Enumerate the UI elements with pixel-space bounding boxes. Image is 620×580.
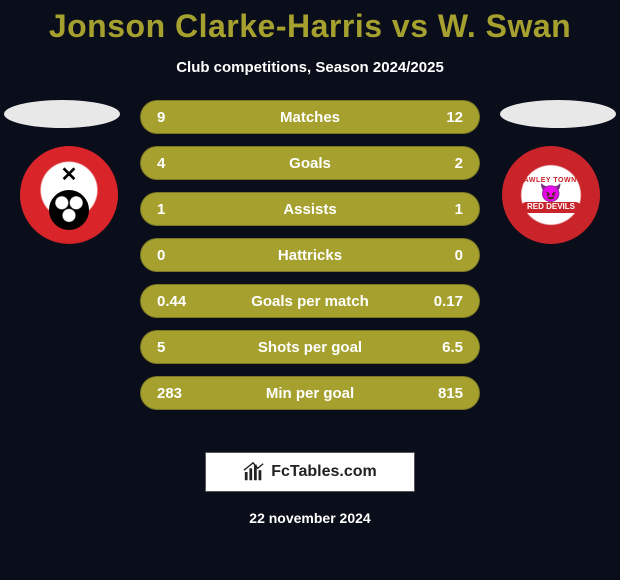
stat-left-value: 9: [157, 109, 199, 126]
stat-right-value: 815: [421, 385, 463, 402]
stat-left-value: 0.44: [157, 293, 199, 310]
stat-right-value: 0.17: [421, 293, 463, 310]
stat-right-value: 6.5: [421, 339, 463, 356]
stat-right-value: 2: [421, 155, 463, 172]
stat-row: 283Min per goal815: [140, 376, 480, 410]
subtitle: Club competitions, Season 2024/2025: [0, 59, 620, 76]
stat-right-value: 12: [421, 109, 463, 126]
footer-date: 22 november 2024: [0, 510, 620, 526]
stat-row: 9Matches12: [140, 100, 480, 134]
player-right-platform: [500, 100, 616, 128]
club-crest-left: ✕: [20, 146, 118, 244]
devil-icon: 😈: [540, 184, 562, 202]
comparison-arena: ✕ CRAWLEY TOWN FC 😈 RED DEVILS 9Matches1…: [0, 100, 620, 420]
stat-row: 4Goals2: [140, 146, 480, 180]
player-left-platform: [4, 100, 120, 128]
stat-left-value: 5: [157, 339, 199, 356]
stat-row: 1Assists1: [140, 192, 480, 226]
stat-row: 0.44Goals per match0.17: [140, 284, 480, 318]
stat-label: Shots per goal: [199, 339, 421, 356]
stat-left-value: 0: [157, 247, 199, 264]
stat-right-value: 1: [421, 201, 463, 218]
stat-label: Hattricks: [199, 247, 421, 264]
stat-left-value: 283: [157, 385, 199, 402]
stat-label: Goals: [199, 155, 421, 172]
page-title: Jonson Clarke-Harris vs W. Swan: [0, 0, 620, 45]
stat-label: Min per goal: [199, 385, 421, 402]
club-crest-right: CRAWLEY TOWN FC 😈 RED DEVILS: [502, 146, 600, 244]
crossed-keys-icon: ✕: [61, 164, 78, 186]
stat-label: Goals per match: [199, 293, 421, 310]
stat-left-value: 1: [157, 201, 199, 218]
stat-row: 0Hattricks0: [140, 238, 480, 272]
stat-bars: 9Matches124Goals21Assists10Hattricks00.4…: [140, 100, 480, 422]
crest-right-bottom-text: RED DEVILS: [521, 202, 581, 213]
stat-right-value: 0: [421, 247, 463, 264]
stat-row: 5Shots per goal6.5: [140, 330, 480, 364]
source-brand-text: FcTables.com: [271, 463, 377, 481]
stat-label: Matches: [199, 109, 421, 126]
barchart-icon: [243, 461, 265, 483]
stat-left-value: 4: [157, 155, 199, 172]
football-icon: [49, 190, 89, 230]
stat-label: Assists: [199, 201, 421, 218]
source-badge: FcTables.com: [205, 452, 415, 492]
